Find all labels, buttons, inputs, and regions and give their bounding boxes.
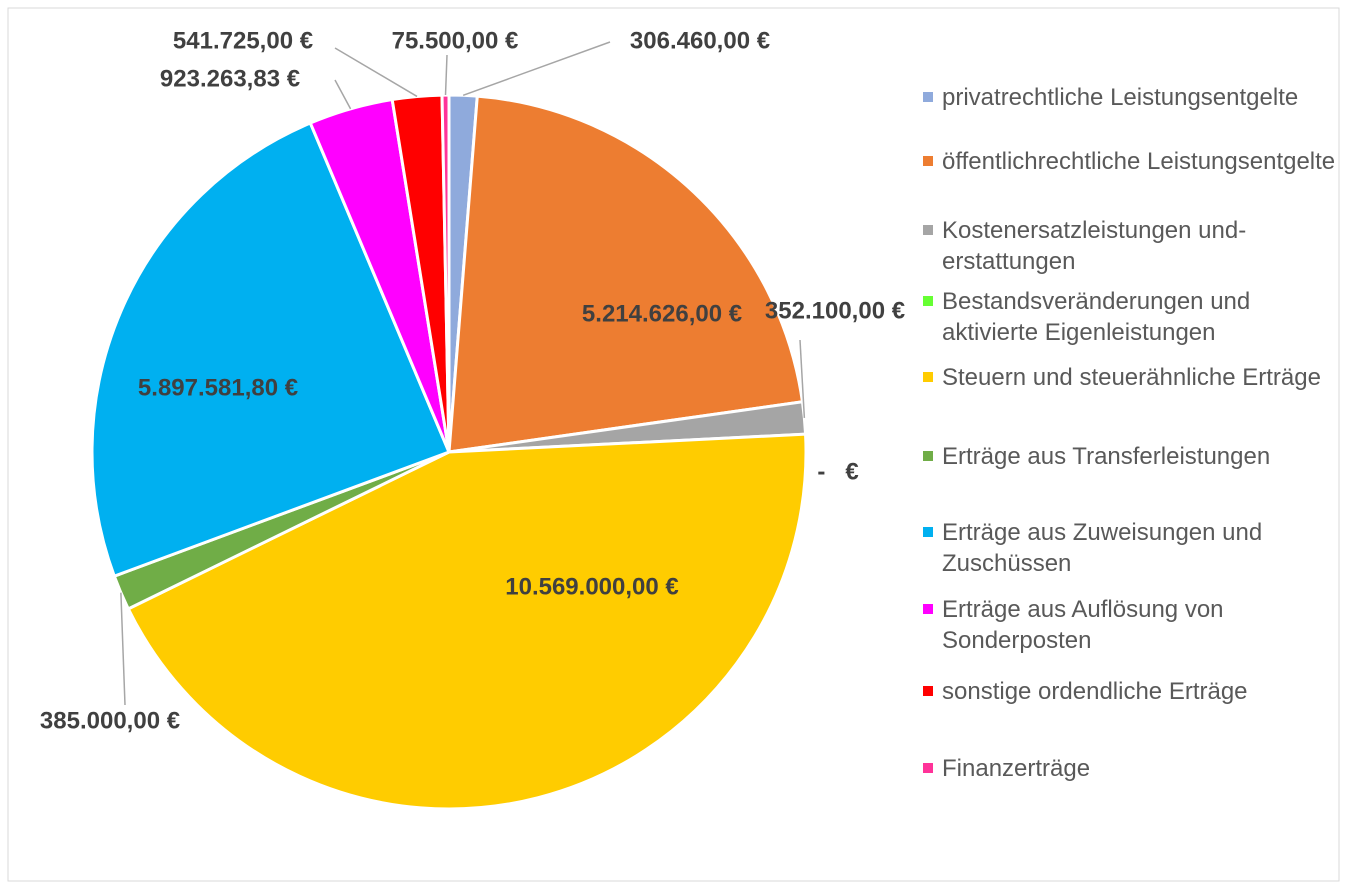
- legend-item: Steuern und steuerähnliche Erträge: [923, 362, 1342, 393]
- legend-item: sonstige ordendliche Erträge: [923, 676, 1342, 707]
- legend-label: Erträge aus Zuweisungen und Zuschüssen: [942, 519, 1263, 577]
- data-label: 5.214.626,00 €: [582, 300, 742, 327]
- data-label: 75.500,00 €: [392, 27, 519, 54]
- legend-swatch: [923, 225, 933, 235]
- legend-item: privatrechtliche Leistungsentgelte: [923, 82, 1342, 113]
- legend-label: Finanzerträge: [942, 755, 1091, 782]
- chart-border: [7, 7, 1340, 882]
- pie-slice: [126, 432, 808, 811]
- data-label: - €: [817, 458, 858, 485]
- leader-line: [444, 54, 448, 96]
- data-label: 10.569.000,00 €: [505, 573, 679, 600]
- legend-label: sonstige ordendliche Erträge: [942, 678, 1248, 705]
- legend-item: Finanzerträge: [923, 753, 1342, 784]
- legend-swatch: [923, 604, 933, 614]
- leader-line: [120, 592, 126, 706]
- leader-line: [799, 339, 806, 418]
- legend-item: öffentlichrechtliche Leistungsentgelte: [923, 146, 1342, 177]
- data-label: 923.263,83 €: [160, 65, 300, 92]
- legend-label: Steuern und steuerähnliche Erträge: [942, 364, 1321, 391]
- leader-line: [462, 41, 611, 96]
- data-label: 352.100,00 €: [765, 297, 905, 324]
- legend-swatch: [923, 686, 933, 696]
- legend-swatch: [923, 296, 933, 306]
- legend-item: Erträge aus Zuweisungen und Zuschüssen: [923, 517, 1342, 579]
- leader-line: [334, 79, 352, 110]
- data-label: 5.897.581,80 €: [138, 374, 298, 401]
- legend-swatch: [923, 92, 933, 102]
- legend-label: privatrechtliche Leistungsentgelte: [942, 84, 1299, 111]
- legend-item: Erträge aus Auflösung von Sonderposten: [923, 594, 1342, 656]
- legend-label: Bestandsveränderungen und aktivierte Eig…: [942, 288, 1251, 346]
- legend-swatch: [923, 763, 933, 773]
- legend-label: Kostenersatzleistungen und-erstattungen: [942, 217, 1247, 275]
- data-label: 306.460,00 €: [630, 27, 770, 54]
- legend-item: Kostenersatzleistungen und-erstattungen: [923, 215, 1342, 277]
- legend-label: Erträge aus Transferleistungen: [942, 443, 1271, 470]
- legend-label: öffentlichrechtliche Leistungsentgelte: [942, 148, 1336, 175]
- legend-swatch: [923, 527, 933, 537]
- legend-item: Erträge aus Transferleistungen: [923, 441, 1342, 472]
- legend-swatch: [923, 156, 933, 166]
- leader-line: [334, 47, 418, 98]
- pie-slice: [447, 94, 805, 454]
- pie-slice: [90, 121, 451, 579]
- data-label: 385.000,00 €: [40, 707, 180, 734]
- legend-swatch: [923, 372, 933, 382]
- legend-label: Erträge aus Auflösung von Sonderposten: [942, 596, 1224, 654]
- legend-swatch: [923, 451, 933, 461]
- data-label: 541.725,00 €: [173, 27, 313, 54]
- legend-item: Bestandsveränderungen und aktivierte Eig…: [923, 286, 1342, 348]
